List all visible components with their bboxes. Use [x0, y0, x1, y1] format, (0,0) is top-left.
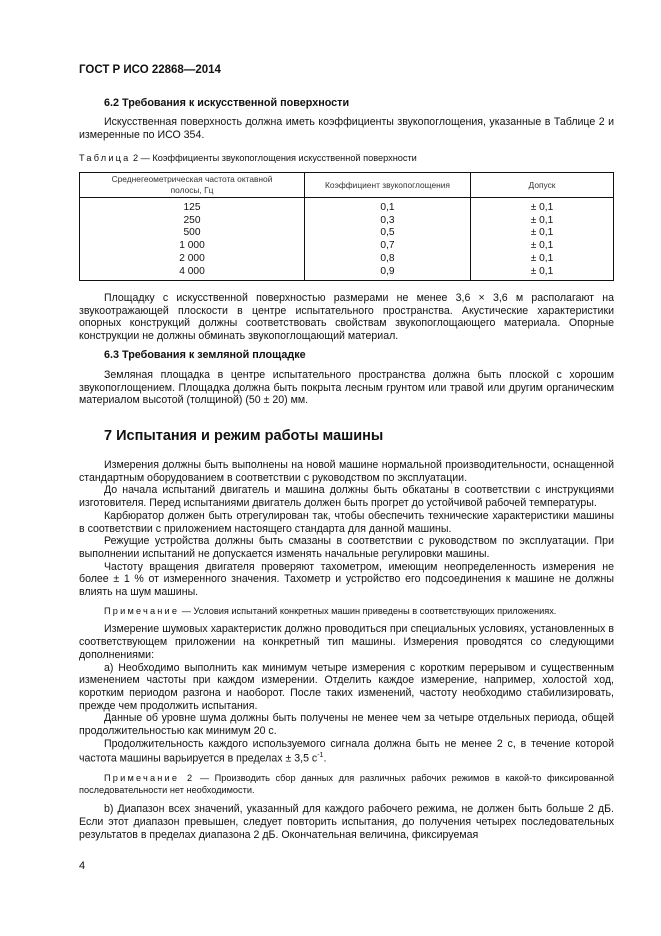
table-cell: 500 — [79, 227, 305, 241]
table-cell: ± 0,1 — [470, 265, 614, 282]
section-6-2-title: 6.2 Требования к искусственной поверхнос… — [104, 97, 350, 109]
document-header: ГОСТ Р ИСО 22868—2014 — [79, 64, 221, 76]
table-row: 1 000 0,7 ± 0,1 — [79, 240, 614, 253]
superscript: -1 — [317, 752, 324, 760]
paragraph: Измерения должны быть выполнены на новой… — [79, 459, 614, 484]
table-row: 250 0,3 ± 0,1 — [79, 214, 614, 228]
paragraph: Частоту вращения двигателя проверяют тах… — [79, 560, 614, 599]
page-number: 4 — [79, 860, 86, 872]
table-cell: 0,8 — [304, 252, 471, 266]
table-cell: 0,5 — [304, 227, 471, 241]
table-cell: 125 — [79, 197, 305, 215]
table-cell: 2 000 — [79, 252, 305, 266]
table-cell: ± 0,1 — [470, 227, 614, 241]
table-cell: ± 0,1 — [470, 240, 614, 253]
paragraph: До начала испытаний двигатель и машина д… — [79, 484, 614, 510]
table-cell: ± 0,1 — [470, 252, 614, 266]
table-cell: ± 0,1 — [470, 197, 614, 215]
note-text: — Условия испытаний конкретных машин при… — [179, 605, 557, 616]
table-row: 125 0,1 ± 0,1 — [79, 197, 614, 215]
paragraph: Площадку с искусственной поверхностью ра… — [79, 292, 614, 343]
column-header: Коэффициент звукопоглощения — [304, 172, 471, 198]
paragraph: Карбюратор должен быть отрегулирован так… — [79, 509, 614, 535]
note-label: Примечание — [104, 605, 180, 616]
table-row: 2 000 0,8 ± 0,1 — [79, 252, 614, 266]
column-header: Среднегеометрическая частота октавной по… — [79, 172, 305, 198]
table-row: 4 000 0,9 ± 0,1 — [79, 265, 614, 282]
table-cell: 0,7 — [304, 240, 471, 253]
note-2: Примечание 2 — Производить сбор данных д… — [79, 772, 614, 797]
table-cell: 250 — [79, 214, 305, 228]
paragraph: Измерение шумовых характеристик должно п… — [79, 623, 614, 661]
table-caption: Таблица 2 — Коэффициенты звукопоглощения… — [79, 153, 614, 163]
paragraph: Искусственная поверхность должна иметь к… — [79, 116, 614, 141]
paragraph: Режущие устройства должны быть смазаны в… — [79, 535, 614, 560]
caption-prefix: Таблица — [79, 153, 131, 163]
paragraph-end: . — [323, 753, 327, 765]
paragraph: a) Необходимо выполнить как минимум четы… — [79, 661, 614, 712]
paragraph: Данные об уровне шума должны быть получе… — [79, 712, 614, 738]
table-cell: 0,3 — [304, 214, 471, 228]
section-7-title: 7 Испытания и режим работы машины — [104, 428, 384, 444]
note-text: — Производить сбор данных для различных … — [79, 772, 614, 796]
paragraph: Продолжительность каждого используемого … — [79, 738, 614, 766]
paragraph: b) Диапазон всех значений, указанный для… — [79, 803, 614, 841]
table-cell: 4 000 — [79, 265, 305, 282]
caption-text: 2 — Коэффициенты звукопоглощения искусст… — [130, 153, 417, 163]
table-cell: 1 000 — [79, 240, 305, 253]
note-label: Примечание 2 — [104, 772, 195, 783]
note-1: Примечание — Условия испытаний конкретны… — [79, 605, 614, 618]
absorption-table: Среднегеометрическая частота октавной по… — [79, 172, 614, 282]
table-cell: 0,9 — [304, 265, 471, 282]
paragraph: Земляная площадка в центре испытательног… — [79, 369, 614, 407]
table-cell: ± 0,1 — [470, 214, 614, 228]
column-header: Допуск — [470, 172, 614, 198]
section-6-3-title: 6.3 Требования к земляной площадке — [104, 349, 306, 361]
table-cell: 0,1 — [304, 197, 471, 215]
paragraph-text: Продолжительность каждого используемого … — [79, 737, 614, 765]
table-row: 500 0,5 ± 0,1 — [79, 227, 614, 241]
